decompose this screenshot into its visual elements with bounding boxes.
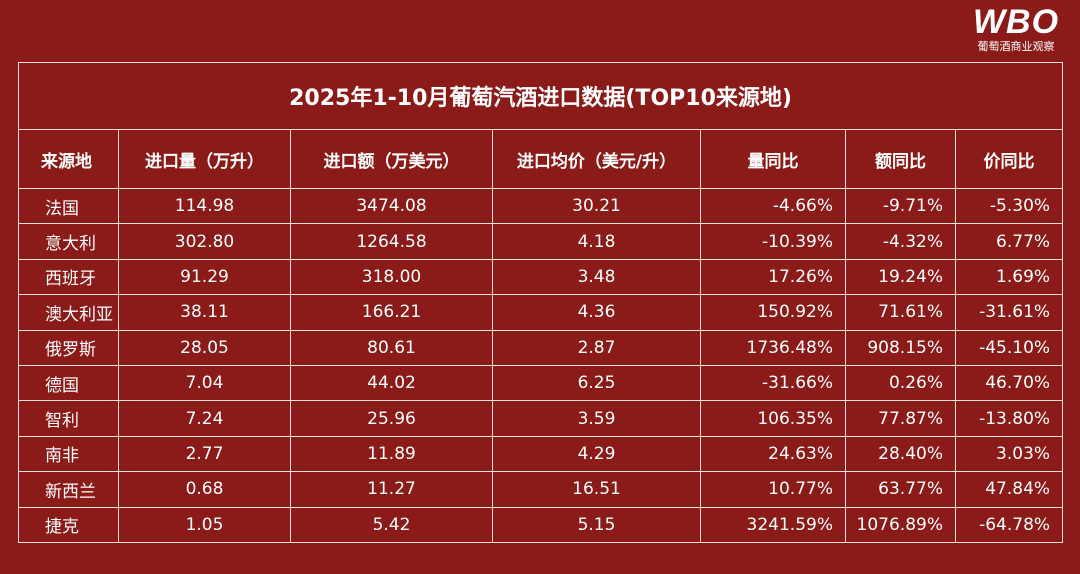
logo-tagline: 葡萄酒商业观察 <box>977 40 1055 53</box>
table-cell: 2.87 <box>492 329 701 366</box>
table-cell: 302.80 <box>118 223 291 260</box>
table-cell: 捷克 <box>18 506 119 543</box>
table-cell: -5.30% <box>954 187 1064 225</box>
table-cell: 智利 <box>18 400 119 437</box>
table-cell: -9.71% <box>845 187 956 225</box>
table-cell: 16.51 <box>492 471 701 508</box>
table-cell: 德国 <box>18 364 119 402</box>
table-cell: 澳大利亚 <box>18 294 119 331</box>
table-cell: 0.26% <box>845 364 956 402</box>
table-row: 南非 2.77 11.89 4.29 24.63% 28.40% 3.03% <box>18 435 1064 473</box>
table-cell: 77.87% <box>845 400 956 437</box>
logo-mark: WBO <box>972 3 1060 41</box>
table-cell: 南非 <box>18 435 119 473</box>
column-header: 量同比 <box>700 129 846 189</box>
table-cell: 150.92% <box>700 294 846 331</box>
column-header: 来源地 <box>18 129 119 189</box>
table-cell: 0.68 <box>118 471 291 508</box>
table-cell: 25.96 <box>290 400 493 437</box>
table-cell: -4.32% <box>845 223 956 260</box>
table-cell: 3474.08 <box>290 187 493 225</box>
table-cell: 28.40% <box>845 435 956 473</box>
table-row: 捷克 1.05 5.42 5.15 3241.59% 1076.89% -64.78% <box>18 506 1064 543</box>
table-row: 意大利 302.80 1264.58 4.18 -10.39% -4.32% 6.77% <box>18 223 1064 260</box>
table-cell: 6.77% <box>954 223 1064 260</box>
table-cell: 4.36 <box>492 294 701 331</box>
table-cell: -45.10% <box>954 329 1064 366</box>
table-cell: 6.25 <box>492 364 701 402</box>
table-cell: 44.02 <box>290 364 493 402</box>
table-cell: -31.66% <box>700 364 846 402</box>
table-cell: 63.77% <box>845 471 956 508</box>
table-cell: 11.27 <box>290 471 493 508</box>
column-header: 进口量（万升） <box>118 129 291 189</box>
table-cell: 3.59 <box>492 400 701 437</box>
table-row: 俄罗斯 28.05 80.61 2.87 1736.48% 908.15% -45.10% <box>18 329 1064 366</box>
table-cell: -31.61% <box>954 294 1064 331</box>
table-cell: 新西兰 <box>18 471 119 508</box>
table-cell: -4.66% <box>700 187 846 225</box>
table-cell: 4.18 <box>492 223 701 260</box>
table-cell: 3.03% <box>954 435 1064 473</box>
table-cell: 908.15% <box>845 329 956 366</box>
table-cell: 114.98 <box>118 187 291 225</box>
column-header: 价同比 <box>954 129 1064 189</box>
table-cell: 91.29 <box>118 258 291 296</box>
table-body: 法国 114.98 3474.08 30.21 -4.66% -9.71% -5.30% 意大… <box>18 187 1064 543</box>
table-cell: 80.61 <box>290 329 493 366</box>
table-cell: 10.77% <box>700 471 846 508</box>
table-cell: 47.84% <box>954 471 1064 508</box>
table-cell: -64.78% <box>954 506 1064 543</box>
table-row: 澳大利亚 38.11 166.21 4.36 150.92% 71.61% -31.61% <box>18 294 1064 331</box>
table-cell: 1736.48% <box>700 329 846 366</box>
table-cell: 3241.59% <box>700 506 846 543</box>
table-cell: 46.70% <box>954 364 1064 402</box>
table-cell: 318.00 <box>290 258 493 296</box>
table-cell: 意大利 <box>18 223 119 260</box>
table-cell: 17.26% <box>700 258 846 296</box>
table-cell: 1.05 <box>118 506 291 543</box>
table-cell: 1076.89% <box>845 506 956 543</box>
header-row: 来源地 进口量（万升） 进口额（万美元） 进口均价（美元/升） 量同比 额同比 价同比 <box>18 129 1064 189</box>
table-row: 西班牙 91.29 318.00 3.48 17.26% 19.24% 1.69% <box>18 258 1064 296</box>
table-cell: 5.15 <box>492 506 701 543</box>
column-header: 进口额（万美元） <box>290 129 493 189</box>
table-cell: 11.89 <box>290 435 493 473</box>
table-row: 智利 7.24 25.96 3.59 106.35% 77.87% -13.80% <box>18 400 1064 437</box>
table-cell: 106.35% <box>700 400 846 437</box>
table-cell: 30.21 <box>492 187 701 225</box>
table-cell: 166.21 <box>290 294 493 331</box>
table-row: 法国 114.98 3474.08 30.21 -4.66% -9.71% -5.30% <box>18 187 1064 225</box>
table-cell: 24.63% <box>700 435 846 473</box>
table-cell: 28.05 <box>118 329 291 366</box>
table-cell: 71.61% <box>845 294 956 331</box>
table-cell: 5.42 <box>290 506 493 543</box>
table-row: 新西兰 0.68 11.27 16.51 10.77% 63.77% 47.84% <box>18 471 1064 508</box>
table-cell: 2.77 <box>118 435 291 473</box>
column-header: 进口均价（美元/升） <box>492 129 701 189</box>
logo: WBO 葡萄酒商业观察 <box>966 4 1066 54</box>
table-title: 2025年1-10月葡萄汽酒进口数据(TOP10来源地) <box>17 62 1064 130</box>
table-cell: 38.11 <box>118 294 291 331</box>
table-cell: -10.39% <box>700 223 846 260</box>
table-cell: 4.29 <box>492 435 701 473</box>
table-cell: 19.24% <box>845 258 956 296</box>
table-cell: -13.80% <box>954 400 1064 437</box>
table-cell: 1264.58 <box>290 223 493 260</box>
table-cell: 3.48 <box>492 258 701 296</box>
table-row: 德国 7.04 44.02 6.25 -31.66% 0.26% 46.70% <box>18 364 1064 402</box>
table-cell: 1.69% <box>954 258 1064 296</box>
data-table: 2025年1-10月葡萄汽酒进口数据(TOP10来源地) 来源地 进口量（万升）进… <box>17 62 1064 543</box>
table-cell: 俄罗斯 <box>18 329 119 366</box>
column-header: 额同比 <box>845 129 956 189</box>
table-cell: 西班牙 <box>18 258 119 296</box>
table-cell: 7.24 <box>118 400 291 437</box>
table-cell: 法国 <box>18 187 119 225</box>
table-cell: 7.04 <box>118 364 291 402</box>
